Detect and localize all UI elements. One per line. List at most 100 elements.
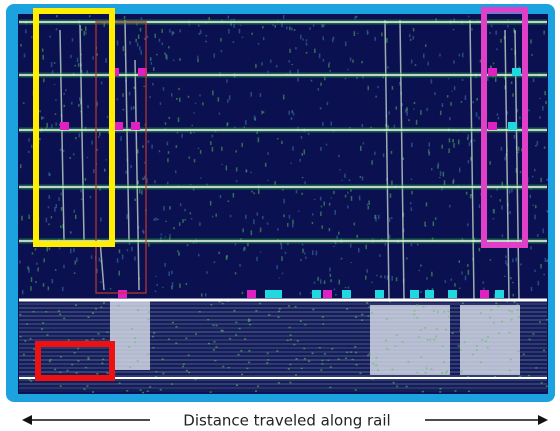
speckle: [440, 171, 442, 176]
speckle: [197, 58, 199, 62]
speckle: [374, 215, 376, 219]
speckle: [429, 142, 431, 146]
speckle: [91, 255, 93, 258]
speckle: [295, 47, 297, 49]
speckle: [235, 322, 237, 324]
speckle: [55, 113, 57, 115]
speckle: [451, 278, 453, 280]
speckle: [350, 58, 352, 62]
speckle: [70, 55, 72, 58]
speckle: [276, 265, 278, 269]
speckle: [81, 199, 83, 200]
speckle: [152, 347, 154, 349]
speckle: [290, 339, 292, 341]
speckle: [520, 263, 522, 265]
speckle: [100, 307, 102, 309]
speckle: [184, 209, 186, 212]
speckle: [188, 355, 190, 357]
speckle: [189, 156, 191, 158]
speckle: [413, 28, 415, 31]
speckle: [267, 353, 269, 355]
speckle: [442, 346, 444, 348]
speckle: [367, 204, 369, 206]
speckle: [241, 143, 243, 147]
speckle: [85, 32, 87, 34]
speckle: [137, 309, 139, 311]
speckle: [222, 366, 224, 368]
speckle: [535, 367, 537, 369]
speckle: [125, 170, 127, 173]
speckle: [159, 150, 161, 152]
speckle: [426, 277, 428, 280]
speckle: [296, 190, 298, 193]
speckle: [329, 70, 331, 72]
speckle: [493, 218, 495, 219]
speckle: [233, 41, 235, 43]
speckle: [281, 141, 283, 144]
speckle: [43, 78, 45, 82]
speckle: [119, 249, 121, 253]
speckle: [468, 16, 470, 18]
speckle: [324, 353, 326, 355]
speckle: [48, 286, 50, 290]
speckle: [98, 136, 100, 138]
speckle: [300, 35, 302, 39]
speckle: [374, 152, 376, 155]
speckle: [77, 360, 79, 362]
speckle: [450, 102, 452, 106]
speckle: [282, 273, 284, 274]
speckle: [339, 280, 341, 285]
speckle: [489, 161, 491, 164]
speckle: [408, 119, 410, 121]
speckle: [528, 110, 530, 112]
speckle: [303, 348, 305, 350]
speckle: [543, 350, 545, 352]
speckle: [92, 339, 94, 341]
speckle: [518, 152, 520, 153]
speckle: [289, 327, 291, 329]
speckle: [544, 146, 546, 148]
speckle: [193, 112, 195, 113]
speckle: [355, 352, 357, 354]
speckle: [424, 222, 426, 226]
speckle: [530, 39, 532, 43]
speckle: [246, 170, 248, 172]
speckle: [177, 250, 179, 252]
speckle: [83, 389, 85, 391]
speckle: [476, 98, 478, 101]
speckle: [134, 199, 136, 201]
speckle: [321, 360, 323, 362]
speckle: [119, 271, 121, 276]
speckle: [313, 24, 315, 26]
speckle: [519, 376, 521, 378]
speckle: [178, 117, 180, 122]
speckle: [257, 385, 259, 387]
speckle: [443, 361, 445, 363]
speckle: [292, 220, 294, 225]
speckle: [472, 101, 474, 103]
speckle: [267, 180, 269, 181]
speckle: [532, 333, 534, 335]
speckle: [531, 54, 533, 56]
speckle: [429, 151, 431, 155]
speckle: [191, 125, 193, 126]
speckle: [292, 224, 294, 227]
speckle: [386, 38, 388, 43]
speckle: [356, 77, 358, 78]
speckle: [289, 364, 291, 366]
speckle: [43, 258, 45, 262]
speckle: [233, 310, 235, 312]
speckle: [417, 244, 419, 246]
speckle: [87, 105, 89, 108]
speckle: [262, 26, 264, 29]
speckle: [117, 99, 119, 101]
speckle: [89, 15, 91, 17]
speckle: [285, 252, 287, 254]
speckle: [142, 178, 144, 180]
speckle: [388, 111, 390, 114]
speckle: [39, 110, 41, 112]
bright-zone: [370, 305, 450, 375]
speckle: [212, 135, 214, 138]
speckle: [471, 28, 473, 31]
speckle: [230, 215, 232, 217]
